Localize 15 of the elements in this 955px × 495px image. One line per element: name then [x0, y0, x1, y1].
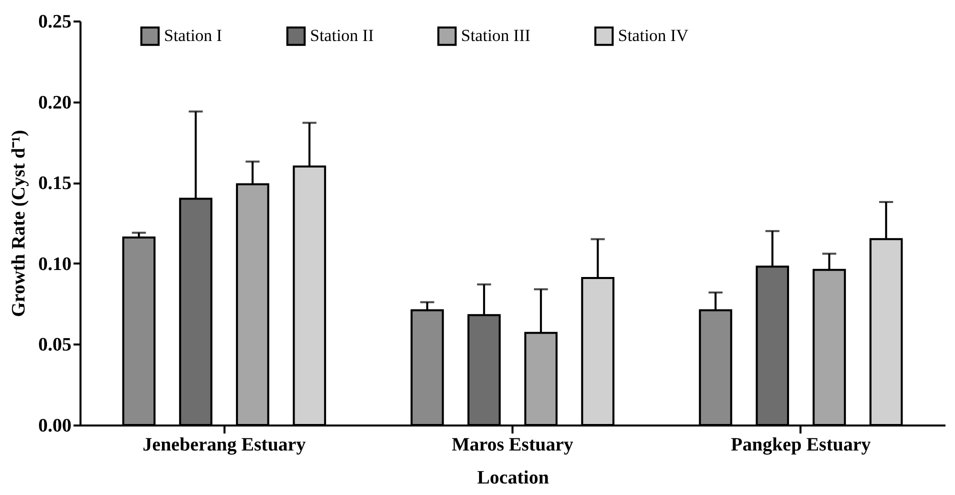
legend-label: Station I [164, 26, 222, 46]
y-tick-label: 0.25 [38, 12, 72, 32]
y-tick-label: 0.20 [38, 92, 72, 114]
y-tick-label: 0.15 [38, 173, 72, 194]
y-tick-label: 0.05 [38, 334, 72, 356]
x-tick-label: Pangkep Estuary [730, 434, 872, 456]
y-axis-title: Growth Rate (Cyst d⁻¹) [8, 130, 30, 318]
x-tick-label: Jeneberang Estuary [142, 434, 306, 456]
legend-label: Station III [461, 26, 531, 46]
y-tick-label: 0.10 [38, 254, 72, 275]
legend-label: Station II [310, 26, 374, 46]
legend-label: Station IV [618, 26, 690, 46]
y-tick-label: 0.00 [38, 416, 72, 436]
x-axis-title: Location [477, 468, 550, 488]
x-tick-label: Maros Estuary [452, 434, 574, 456]
